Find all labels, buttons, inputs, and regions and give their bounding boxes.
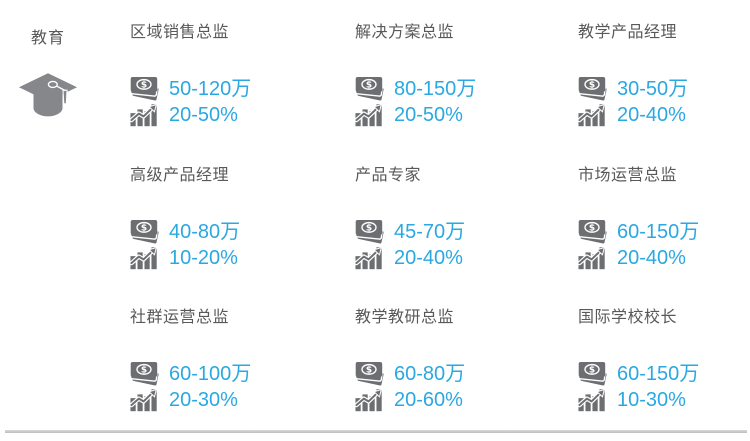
- banknotes-icon: [130, 219, 160, 245]
- job-card: 高级产品经理 40-80万 10-20%: [130, 168, 355, 310]
- salary-range: 60-100万: [169, 363, 252, 385]
- salary-row: 60-100万: [130, 361, 355, 387]
- growth-chart-icon: [578, 246, 608, 270]
- salary-range: 60-150万: [617, 363, 700, 385]
- growth-row: 20-50%: [130, 102, 355, 128]
- growth-chart-icon: [355, 103, 385, 127]
- salary-row: 45-70万: [355, 219, 578, 245]
- growth-chart-icon: [130, 388, 160, 412]
- job-title: 国际学校校长: [578, 309, 678, 326]
- growth-chart-icon: [578, 388, 608, 412]
- salary-row: 50-120万: [130, 76, 355, 102]
- salary-range: 60-150万: [617, 221, 700, 243]
- growth-range: 20-50%: [169, 104, 238, 126]
- growth-range: 20-40%: [617, 104, 686, 126]
- growth-row: 10-30%: [578, 387, 750, 413]
- job-title: 产品专家: [355, 167, 422, 184]
- banknotes-icon: [355, 219, 385, 245]
- salary-range: 80-150万: [394, 78, 477, 100]
- salary-row: 60-150万: [578, 361, 750, 387]
- job-card: 市场运营总监 60-150万 20-40%: [578, 168, 750, 310]
- growth-range: 10-30%: [617, 389, 686, 411]
- job-title: 市场运营总监: [578, 167, 678, 184]
- salary-row: 30-50万: [578, 76, 750, 102]
- growth-chart-icon: [130, 103, 160, 127]
- salary-row: 80-150万: [355, 76, 578, 102]
- growth-range: 20-40%: [617, 247, 686, 269]
- job-title: 社群运营总监: [130, 309, 230, 326]
- growth-chart-icon: [130, 246, 160, 270]
- job-title: 区域销售总监: [130, 24, 230, 41]
- job-card: 国际学校校长 60-150万 10-30%: [578, 310, 750, 441]
- banknotes-icon: [578, 219, 608, 245]
- banknotes-icon: [578, 361, 608, 387]
- job-title: 解决方案总监: [355, 24, 455, 41]
- growth-range: 10-20%: [169, 247, 238, 269]
- job-card: 产品专家 45-70万 20-40%: [355, 168, 578, 310]
- growth-row: 20-60%: [355, 387, 578, 413]
- job-card: 社群运营总监 60-100万 20-30%: [130, 310, 355, 441]
- category-label: 教育: [31, 30, 66, 47]
- growth-chart-icon: [578, 103, 608, 127]
- growth-row: 20-40%: [578, 102, 750, 128]
- growth-range: 20-50%: [394, 104, 463, 126]
- growth-row: 20-40%: [355, 245, 578, 271]
- job-title: 教学产品经理: [578, 24, 678, 41]
- job-title: 高级产品经理: [130, 167, 230, 184]
- salary-row: 40-80万: [130, 219, 355, 245]
- job-card: 解决方案总监 80-150万 20-50%: [355, 25, 578, 168]
- salary-row: 60-150万: [578, 219, 750, 245]
- growth-range: 20-60%: [394, 389, 463, 411]
- banknotes-icon: [578, 76, 608, 102]
- graduation-cap-icon: [18, 72, 78, 121]
- banknotes-icon: [355, 361, 385, 387]
- job-card: 区域销售总监 50-120万 20-50%: [130, 25, 355, 168]
- growth-row: 20-40%: [578, 245, 750, 271]
- growth-row: 10-20%: [130, 245, 355, 271]
- growth-chart-icon: [355, 246, 385, 270]
- banknotes-icon: [130, 76, 160, 102]
- job-card: 教学产品经理 30-50万 20-40%: [578, 25, 750, 168]
- salary-row: 60-80万: [355, 361, 578, 387]
- growth-range: 20-40%: [394, 247, 463, 269]
- growth-range: 20-30%: [169, 389, 238, 411]
- salary-range: 45-70万: [394, 221, 466, 243]
- growth-row: 20-50%: [355, 102, 578, 128]
- growth-chart-icon: [355, 388, 385, 412]
- job-card: 教学教研总监 60-80万 20-60%: [355, 310, 578, 441]
- bottom-divider: [5, 430, 747, 433]
- banknotes-icon: [355, 76, 385, 102]
- salary-range: 60-80万: [394, 363, 466, 385]
- salary-range: 50-120万: [169, 78, 252, 100]
- banknotes-icon: [130, 361, 160, 387]
- growth-row: 20-30%: [130, 387, 355, 413]
- salary-range: 30-50万: [617, 78, 689, 100]
- salary-range: 40-80万: [169, 221, 241, 243]
- jobs-grid: 区域销售总监 50-120万 20-50% 解决方案总监 80-150万 20-…: [130, 25, 750, 441]
- job-title: 教学教研总监: [355, 309, 455, 326]
